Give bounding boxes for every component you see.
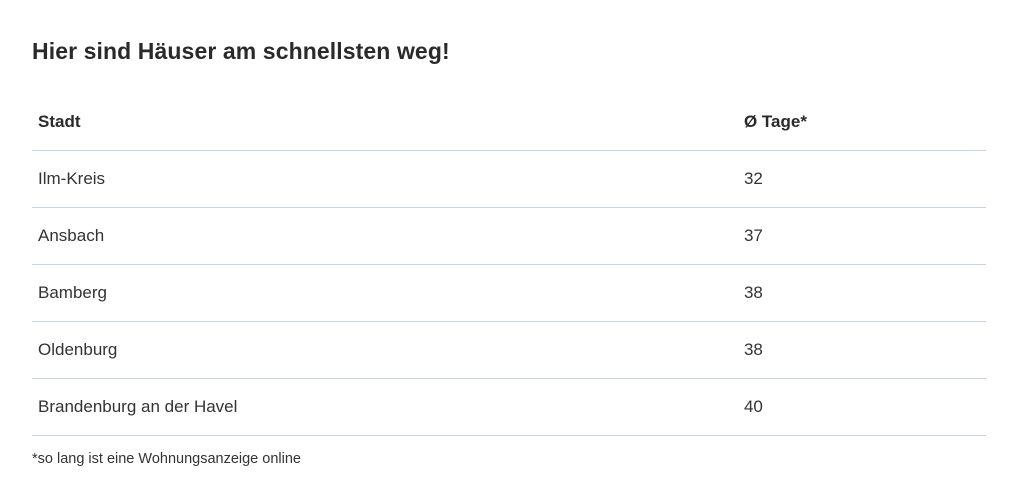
cell-days: 37	[737, 207, 986, 265]
cell-city: Oldenburg	[32, 321, 738, 379]
cell-city: Brandenburg an der Havel	[32, 378, 738, 436]
footnote: *so lang ist eine Wohnungsanzeige online	[32, 451, 301, 467]
cell-city: Bamberg	[32, 264, 738, 322]
table-header-row: Stadt Ø Tage*	[32, 94, 986, 151]
column-header-city: Stadt	[32, 94, 738, 151]
cell-days: 38	[737, 321, 986, 379]
cell-days: 32	[737, 150, 986, 208]
cell-city: Ansbach	[32, 207, 738, 265]
cell-days: 40	[737, 378, 986, 436]
cell-city: Ilm-Kreis	[32, 150, 738, 208]
table-row: Brandenburg an der Havel 40	[32, 378, 986, 436]
cell-days: 38	[737, 264, 986, 322]
table-row: Ansbach 37	[32, 207, 986, 265]
table-row: Bamberg 38	[32, 264, 986, 322]
page-title: Hier sind Häuser am schnellsten weg!	[32, 38, 450, 64]
table-row: Oldenburg 38	[32, 321, 986, 379]
table-row: Ilm-Kreis 32	[32, 150, 986, 208]
data-table: Stadt Ø Tage* Ilm-Kreis 32 Ansbach 37 Ba…	[32, 94, 986, 436]
column-header-days: Ø Tage*	[737, 94, 986, 151]
